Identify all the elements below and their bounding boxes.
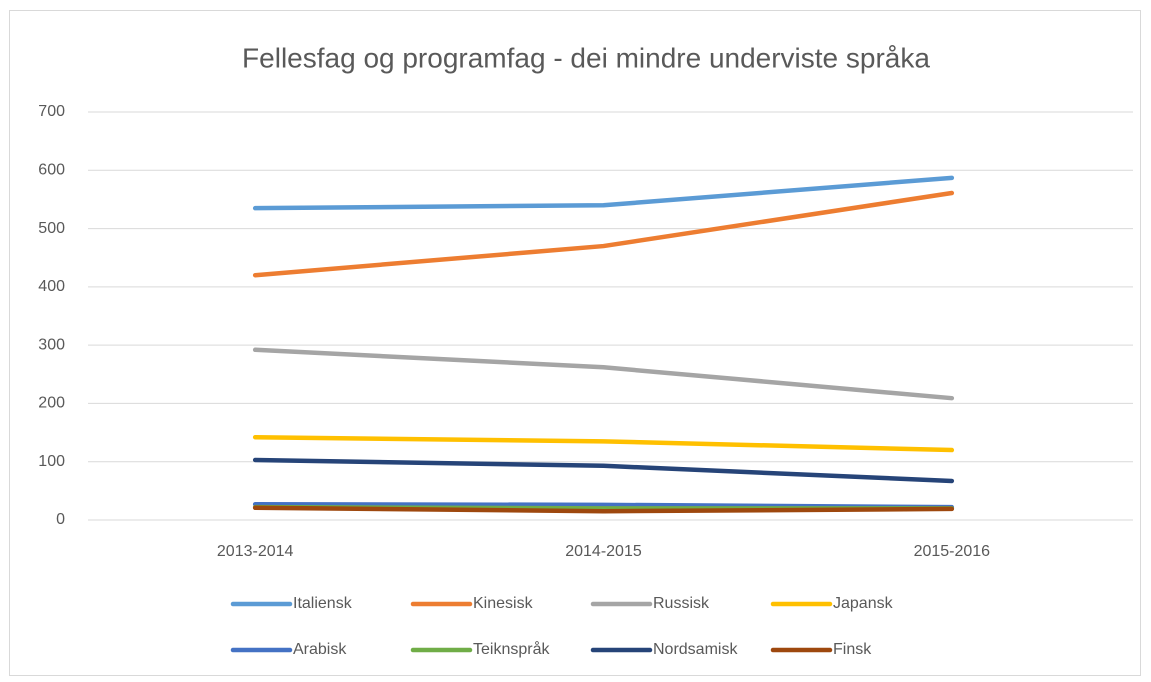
series-line (252, 434, 955, 453)
series-line (252, 175, 955, 211)
x-tick-label: 2014-2015 (565, 543, 642, 560)
legend-label: Finsk (833, 641, 872, 658)
chart-title: Fellesfag og programfag - dei mindre und… (242, 42, 930, 73)
y-tick-label: 600 (38, 162, 65, 179)
series-line (252, 457, 955, 484)
legend-label: Teiknspråk (473, 640, 550, 658)
y-tick-label: 100 (38, 453, 65, 470)
legend-label: Japansk (833, 595, 894, 612)
chart-border (9, 10, 1141, 676)
x-tick-label: 2013-2014 (217, 543, 294, 560)
x-tick-label: 2015-2016 (914, 543, 991, 560)
legend-label: Nordsamisk (653, 641, 738, 658)
y-tick-label: 200 (38, 395, 65, 412)
y-tick-label: 400 (38, 278, 65, 295)
y-tick-label: 300 (38, 336, 65, 353)
series-line (252, 347, 955, 401)
y-tick-label: 0 (56, 511, 65, 528)
legend-label: Italiensk (293, 595, 353, 612)
series-line (252, 505, 955, 514)
legend-label: Arabisk (293, 641, 347, 658)
legend-label: Kinesisk (473, 595, 534, 612)
y-tick-label: 500 (38, 220, 65, 237)
y-tick-label: 700 (38, 103, 65, 120)
legend-label: Russisk (653, 595, 710, 612)
series-line (252, 190, 955, 278)
